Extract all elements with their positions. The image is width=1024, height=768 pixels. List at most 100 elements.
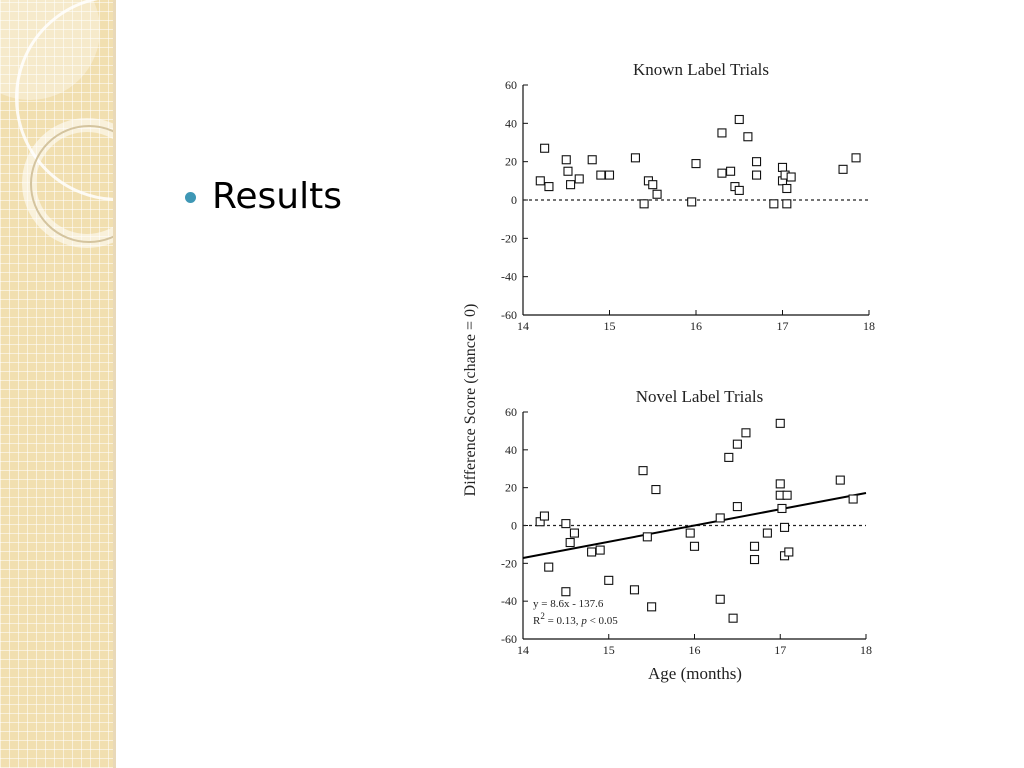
y-tick-label: -60 bbox=[501, 308, 517, 322]
data-point bbox=[717, 128, 727, 138]
data-point bbox=[782, 199, 792, 209]
data-point bbox=[535, 176, 545, 186]
data-point bbox=[777, 503, 787, 514]
x-axis-label: Age (months) bbox=[648, 664, 742, 683]
data-point bbox=[544, 562, 554, 572]
regression-line bbox=[522, 491, 867, 560]
data-point bbox=[734, 185, 744, 195]
data-point bbox=[638, 466, 648, 476]
data-point bbox=[544, 182, 554, 192]
y-tick-label: 0 bbox=[511, 519, 517, 533]
data-point bbox=[566, 180, 576, 190]
data-point bbox=[715, 513, 725, 523]
data-point bbox=[563, 166, 573, 176]
data-point bbox=[691, 159, 701, 169]
data-point bbox=[569, 528, 579, 538]
data-point bbox=[762, 528, 772, 538]
data-point bbox=[769, 199, 779, 209]
data-point bbox=[630, 153, 640, 163]
regression-equation: y = 8.6x - 137.6 bbox=[533, 598, 604, 610]
data-point bbox=[629, 585, 640, 595]
y-tick-label: 40 bbox=[505, 116, 517, 130]
chart-title: Novel Label Trials bbox=[636, 387, 764, 406]
data-point bbox=[851, 153, 861, 163]
bullet-icon bbox=[185, 192, 196, 203]
x-tick-label: 16 bbox=[690, 319, 702, 333]
data-point bbox=[751, 170, 762, 180]
bullet-text: Results bbox=[212, 176, 342, 217]
y-tick-label: -20 bbox=[501, 231, 517, 245]
x-tick-label: 16 bbox=[689, 643, 701, 657]
data-point bbox=[539, 511, 549, 521]
x-tick-label: 14 bbox=[517, 319, 529, 333]
x-tick-label: 17 bbox=[777, 319, 789, 333]
data-point bbox=[565, 537, 575, 548]
x-tick-label: 18 bbox=[860, 643, 872, 657]
chart-title: Known Label Trials bbox=[633, 60, 769, 79]
stat-p: p bbox=[580, 615, 587, 627]
data-point bbox=[848, 494, 858, 504]
data-point bbox=[779, 522, 790, 532]
decorative-side-band bbox=[0, 0, 113, 768]
y-tick-label: -40 bbox=[501, 594, 517, 608]
data-point bbox=[728, 613, 738, 623]
y-axis-label: Difference Score (chance = 0) bbox=[462, 304, 479, 497]
data-point bbox=[587, 547, 597, 557]
data-point bbox=[782, 490, 792, 500]
data-point bbox=[775, 479, 785, 489]
data-point bbox=[685, 528, 695, 538]
data-point bbox=[732, 502, 742, 512]
x-tick-label: 15 bbox=[604, 319, 616, 333]
data-point bbox=[784, 547, 794, 557]
data-point bbox=[775, 418, 785, 428]
data-point bbox=[648, 180, 658, 190]
data-point bbox=[596, 170, 606, 180]
stat-r2-value: = 0.13, bbox=[545, 615, 581, 627]
data-point bbox=[835, 475, 845, 485]
data-point bbox=[561, 519, 571, 529]
x-tick-label: 17 bbox=[774, 643, 786, 657]
data-point bbox=[782, 183, 792, 194]
data-point bbox=[749, 541, 760, 551]
data-point bbox=[732, 439, 742, 449]
y-tick-label: -60 bbox=[501, 632, 517, 646]
data-point bbox=[574, 174, 584, 184]
data-point bbox=[724, 452, 734, 462]
data-point bbox=[838, 164, 848, 174]
data-point bbox=[786, 172, 796, 182]
side-band-edge bbox=[113, 0, 116, 768]
x-tick-label: 15 bbox=[603, 643, 615, 657]
y-tick-label: -40 bbox=[501, 270, 517, 284]
data-point bbox=[751, 157, 762, 167]
data-point bbox=[743, 132, 753, 142]
y-tick-label: -20 bbox=[501, 556, 517, 570]
scatter-figure: Difference Score (chance = 0) Age (month… bbox=[462, 60, 875, 683]
data-point bbox=[687, 197, 697, 207]
data-point bbox=[777, 162, 788, 172]
y-tick-label: 40 bbox=[505, 443, 517, 457]
data-point bbox=[540, 143, 550, 153]
data-point bbox=[642, 532, 652, 542]
data-point bbox=[717, 168, 727, 178]
data-point bbox=[689, 541, 700, 551]
x-tick-label: 18 bbox=[863, 319, 875, 333]
stat-superscript: 2 bbox=[540, 611, 545, 621]
data-point bbox=[734, 114, 744, 125]
data-point bbox=[652, 189, 662, 199]
data-point bbox=[639, 199, 649, 209]
y-tick-label: 60 bbox=[505, 78, 517, 92]
y-tick-label: 60 bbox=[505, 405, 517, 419]
data-point bbox=[604, 170, 615, 180]
data-point bbox=[651, 485, 661, 495]
data-point bbox=[726, 166, 736, 176]
stat-p-value: < 0.05 bbox=[587, 615, 618, 627]
regression-stats: R2 = 0.13, p < 0.05 bbox=[533, 611, 618, 627]
data-point bbox=[715, 594, 725, 604]
y-tick-label: 20 bbox=[505, 155, 517, 169]
y-tick-label: 20 bbox=[505, 481, 517, 495]
data-point bbox=[749, 554, 760, 565]
data-point bbox=[741, 428, 751, 438]
y-tick-label: 0 bbox=[511, 193, 517, 207]
